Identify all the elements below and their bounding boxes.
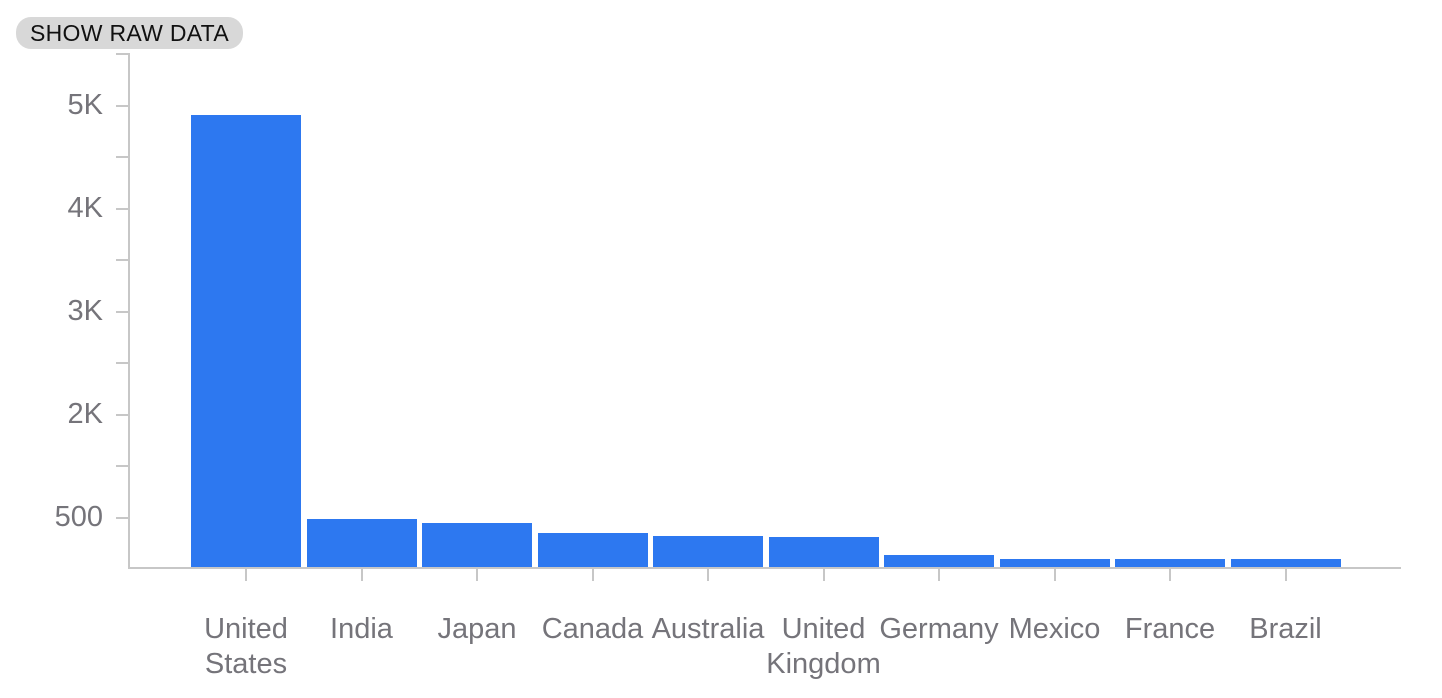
x-axis-tick [1169,569,1171,581]
x-axis-category-label: United States [204,613,288,680]
y-axis-tick [116,362,128,365]
bar-germany[interactable] [884,554,994,567]
x-axis-tick [360,569,363,581]
y-axis-tick [116,156,128,159]
show-raw-data-button[interactable]: SHOW RAW DATA [16,17,243,49]
y-axis-tick [116,207,128,210]
x-axis-tick [245,569,247,581]
y-axis-tick-label: 2K [67,397,103,430]
bar-mexico[interactable] [999,558,1110,567]
y-axis-tick-label: 4K [67,191,103,224]
y-axis-tick [116,104,128,107]
x-axis-category-label: India [330,613,393,645]
y-axis-line [128,53,130,569]
bar-japan[interactable] [422,522,532,567]
x-axis-category-label: Japan [437,613,517,645]
y-axis-tick [116,413,128,416]
y-axis-tick-label: 5K [67,88,103,121]
y-axis-tick [116,465,128,468]
x-axis-category-label: France [1124,613,1216,645]
bar-india[interactable] [306,518,417,567]
x-axis-category-label: Canada [541,613,644,645]
bar-united-states[interactable] [191,114,301,567]
x-axis-line [128,567,1401,569]
bar-canada[interactable] [537,533,648,567]
y-axis-tick-label: 3K [67,294,103,327]
x-axis-category-label: Germany [879,613,999,645]
x-axis-tick [707,569,709,581]
x-axis-tick [1053,569,1056,581]
x-axis-category-label: United Kingdom [766,613,881,680]
bar-brazil[interactable] [1230,558,1341,567]
x-axis-category-label: Mexico [1008,613,1101,645]
x-axis-tick [822,569,825,581]
bar-united-kingdom[interactable] [768,537,879,567]
y-axis-tick [116,53,128,55]
y-axis-tick [116,516,128,519]
x-axis-category-label: Brazil [1249,613,1322,645]
x-axis-tick [476,569,478,581]
x-axis-category-label: Australia [651,613,765,645]
y-axis-tick [116,310,128,313]
bar-france[interactable] [1115,558,1225,567]
x-axis-tick [1284,569,1287,581]
x-axis-tick [938,569,940,581]
x-axis-tick [591,569,594,581]
y-axis-tick [116,259,128,262]
y-axis-tick-label: 500 [54,500,103,533]
bar-australia[interactable] [653,535,763,567]
